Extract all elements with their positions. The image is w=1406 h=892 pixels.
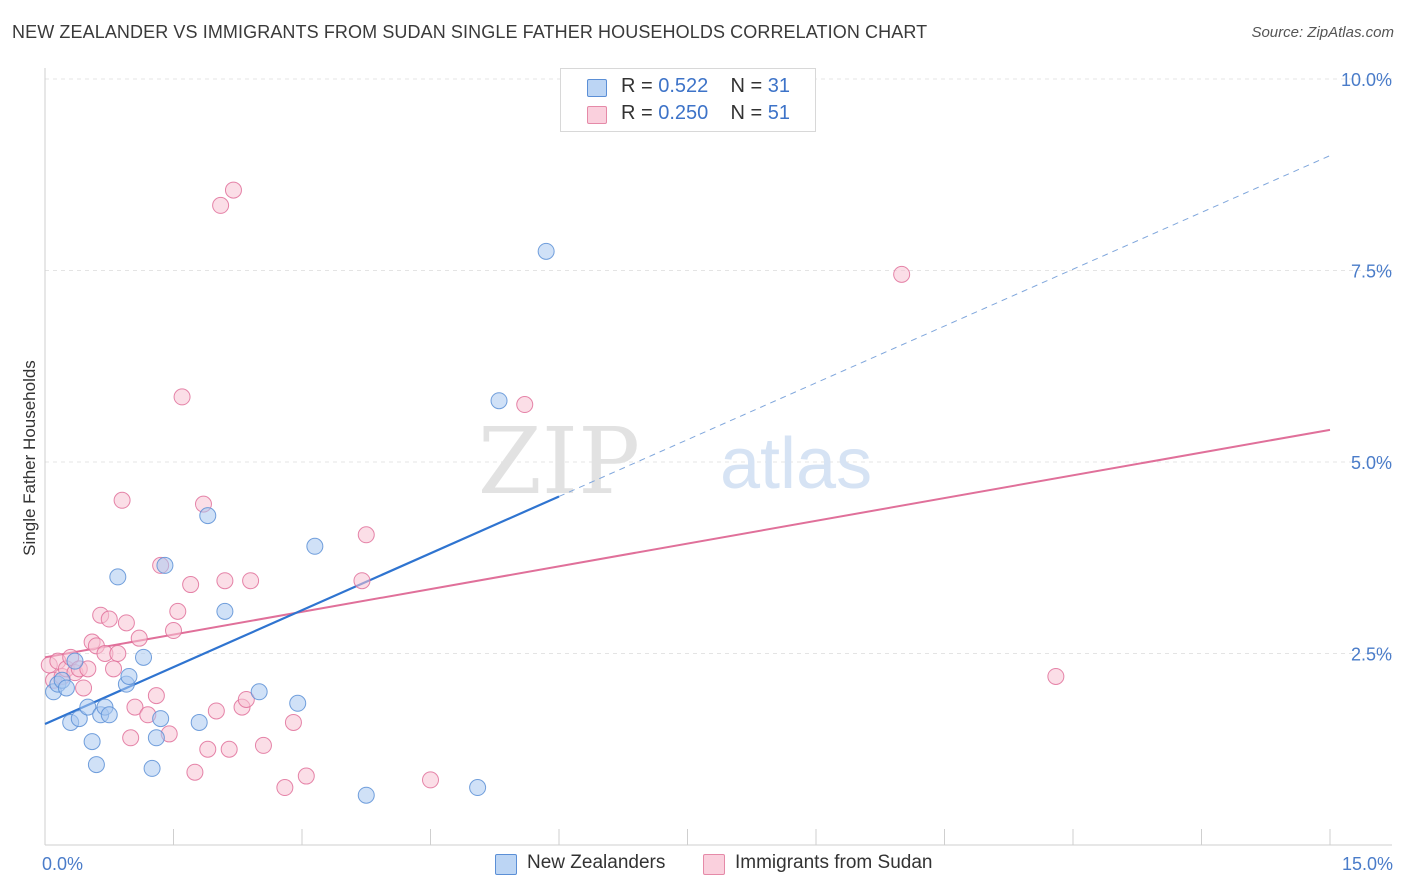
- point-sudan: [109, 645, 127, 662]
- y-tick-label: 5.0%: [1351, 453, 1392, 473]
- trend-line-sudan: [44, 428, 1331, 659]
- bottom-legend-label: Immigrants from Sudan: [735, 852, 933, 873]
- legend-n-value: 31: [767, 75, 791, 97]
- point-new-zealanders: [469, 779, 487, 797]
- point-sudan: [79, 660, 97, 678]
- legend-r-value: 0.250: [658, 102, 709, 124]
- data-points: [40, 181, 1065, 804]
- bottom-legend: New Zealanders Immigrants from Sudan: [0, 852, 1406, 878]
- point-sudan: [254, 736, 272, 754]
- point-new-zealanders: [289, 694, 307, 712]
- point-new-zealanders: [306, 537, 324, 555]
- point-new-zealanders: [79, 698, 97, 716]
- point-sudan: [284, 713, 302, 731]
- point-sudan: [182, 576, 200, 594]
- point-sudan: [130, 629, 148, 647]
- x-tick-label: 0.0%: [42, 854, 83, 874]
- point-new-zealanders: [152, 710, 170, 728]
- gridlines: [45, 78, 1392, 654]
- bottom-legend-label: New Zealanders: [527, 852, 666, 873]
- point-sudan: [126, 698, 144, 716]
- point-sudan: [117, 614, 135, 632]
- point-new-zealanders: [190, 713, 208, 731]
- x-tick-label: 15.0%: [1342, 854, 1393, 874]
- point-new-zealanders: [83, 733, 101, 751]
- point-new-zealanders: [87, 756, 105, 774]
- watermark-atlas: atlas: [720, 424, 872, 504]
- legend-n-label: N =: [730, 102, 763, 124]
- chart-title: NEW ZEALANDER VS IMMIGRANTS FROM SUDAN S…: [12, 22, 928, 42]
- legend-r-label: R =: [621, 102, 653, 124]
- y-tick-label: 2.5%: [1351, 645, 1392, 665]
- point-new-zealanders: [537, 242, 555, 260]
- point-sudan: [297, 767, 315, 785]
- point-new-zealanders: [66, 652, 84, 670]
- point-sudan: [165, 622, 182, 640]
- legend-n-value: 51: [767, 102, 791, 124]
- y-axis-label: Single Father Households: [20, 360, 39, 556]
- trend-lines: [44, 155, 1331, 725]
- point-sudan: [105, 660, 123, 678]
- legend-r-value: 0.522: [658, 75, 709, 97]
- legend-swatch-sudan: [587, 106, 607, 124]
- watermark-zip: ZIP: [478, 408, 640, 515]
- point-sudan: [147, 687, 165, 705]
- point-sudan: [224, 181, 242, 199]
- point-new-zealanders: [147, 729, 165, 747]
- point-new-zealanders: [57, 679, 75, 697]
- legend-swatch-new-zealanders: [587, 79, 607, 97]
- point-new-zealanders: [135, 648, 153, 666]
- point-sudan: [242, 572, 260, 590]
- point-sudan: [173, 388, 191, 406]
- point-sudan: [122, 729, 140, 747]
- point-sudan: [516, 396, 534, 414]
- point-sudan: [893, 265, 911, 283]
- point-new-zealanders: [100, 706, 118, 724]
- point-sudan: [357, 526, 375, 544]
- point-new-zealanders: [490, 392, 508, 410]
- bottom-legend-swatch-sudan: [703, 854, 725, 875]
- point-new-zealanders: [120, 667, 138, 685]
- point-new-zealanders: [109, 568, 127, 586]
- point-new-zealanders: [357, 786, 375, 804]
- tick-labels: 2.5% 5.0% 7.5% 10.0% 0.0% 15.0%: [42, 70, 1393, 874]
- point-new-zealanders: [143, 759, 161, 777]
- point-sudan: [199, 740, 217, 758]
- point-sudan: [113, 491, 131, 509]
- y-tick-label: 7.5%: [1351, 262, 1392, 282]
- point-new-zealanders: [70, 710, 88, 728]
- point-sudan: [276, 779, 294, 797]
- point-sudan: [353, 572, 371, 590]
- axes: [44, 68, 1392, 846]
- point-sudan: [212, 196, 230, 214]
- point-sudan: [75, 679, 93, 697]
- point-sudan: [220, 740, 238, 758]
- point-new-zealanders: [250, 683, 268, 701]
- legend-n-label: N =: [730, 75, 763, 97]
- legend: R = 0.522 N = 31 R = 0.250 N = 51: [560, 68, 816, 132]
- point-sudan: [422, 771, 439, 789]
- point-sudan: [216, 572, 234, 590]
- y-tick-label: 10.0%: [1341, 70, 1392, 90]
- point-new-zealanders: [216, 602, 234, 620]
- point-new-zealanders: [156, 556, 174, 574]
- point-sudan: [207, 702, 225, 720]
- bottom-legend-swatch-new-zealanders: [495, 854, 517, 875]
- source-label: Source: ZipAtlas.com: [1251, 24, 1394, 41]
- point-sudan: [100, 610, 118, 628]
- point-sudan: [237, 690, 255, 708]
- point-sudan: [186, 763, 204, 781]
- trend-line-new-zealanders-extrapolated: [558, 155, 1331, 497]
- point-sudan: [1047, 667, 1065, 685]
- point-sudan: [169, 602, 187, 620]
- legend-r-label: R =: [621, 75, 653, 97]
- point-new-zealanders: [199, 507, 217, 525]
